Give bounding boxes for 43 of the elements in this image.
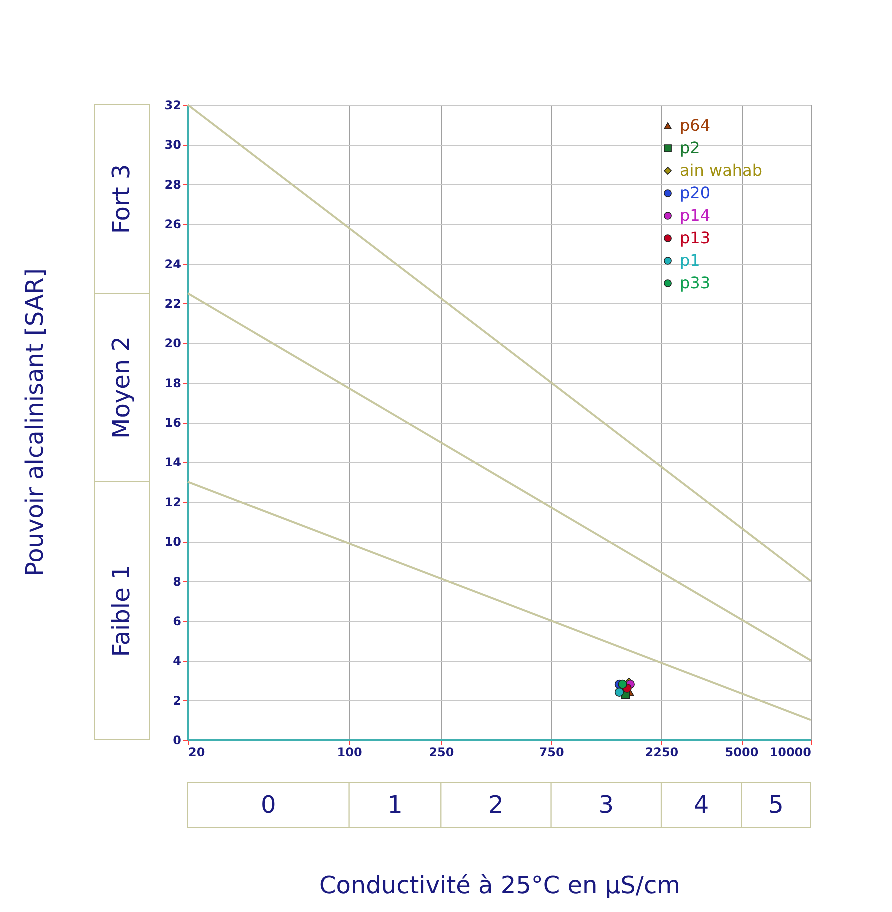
text: 0 [261, 791, 276, 819]
x-tick-label: 750 [539, 746, 564, 760]
legend-label: p14 [680, 206, 711, 225]
y-tick-label: 32 [164, 98, 182, 112]
y-tick-label: 22 [164, 296, 182, 311]
text: 5 [768, 791, 784, 819]
y-tick-label: 30 [164, 138, 182, 152]
y-tick-label: 2 [173, 694, 182, 708]
legend-label: p1 [680, 251, 700, 270]
y-tick-label: 18 [164, 376, 182, 390]
y-tick-label: 20 [164, 336, 182, 351]
legend-label: p20 [680, 184, 711, 202]
x-tick-label: 250 [429, 746, 454, 760]
y-tick-label: 14 [164, 456, 182, 470]
text: Pouvoir alcalinisant [SAR] [21, 268, 49, 577]
x-tick-label: 5000 [725, 746, 759, 760]
x-tick-label: 20 [188, 746, 206, 760]
x-tick-label: 10000 [770, 746, 812, 760]
y-tick-label: 26 [164, 218, 182, 232]
legend-label: p33 [680, 274, 711, 292]
legend-label: p64 [680, 116, 711, 135]
y-tick-label: 6 [173, 614, 182, 628]
y-tick-label: 28 [164, 178, 182, 192]
legend-label: p13 [680, 228, 711, 248]
legend-label: ain wahab [680, 161, 762, 180]
y-tick-label: 0 [173, 734, 182, 748]
y-tick-label: 4 [173, 654, 182, 668]
x-tick-label: 100 [337, 746, 362, 760]
text: 1 [388, 791, 403, 819]
x-axis-title: Conductivité à 25°C en µS/cm [319, 872, 681, 900]
y-tick-label: 8 [173, 574, 182, 589]
y-tick-label: 24 [164, 257, 182, 272]
text: Fort 3 [108, 164, 136, 234]
y-tick-label: 16 [164, 416, 182, 430]
text: Faible 1 [108, 564, 136, 658]
text: 2 [488, 791, 504, 819]
text: 4 [694, 791, 710, 819]
legend-label: p2 [680, 138, 700, 158]
y-tick-label: 10 [164, 535, 182, 550]
text: 3 [598, 791, 614, 819]
x-tick-label: 2250 [645, 746, 679, 760]
y-tick-label: 12 [164, 495, 182, 510]
text: Moyen 2 [108, 336, 136, 440]
